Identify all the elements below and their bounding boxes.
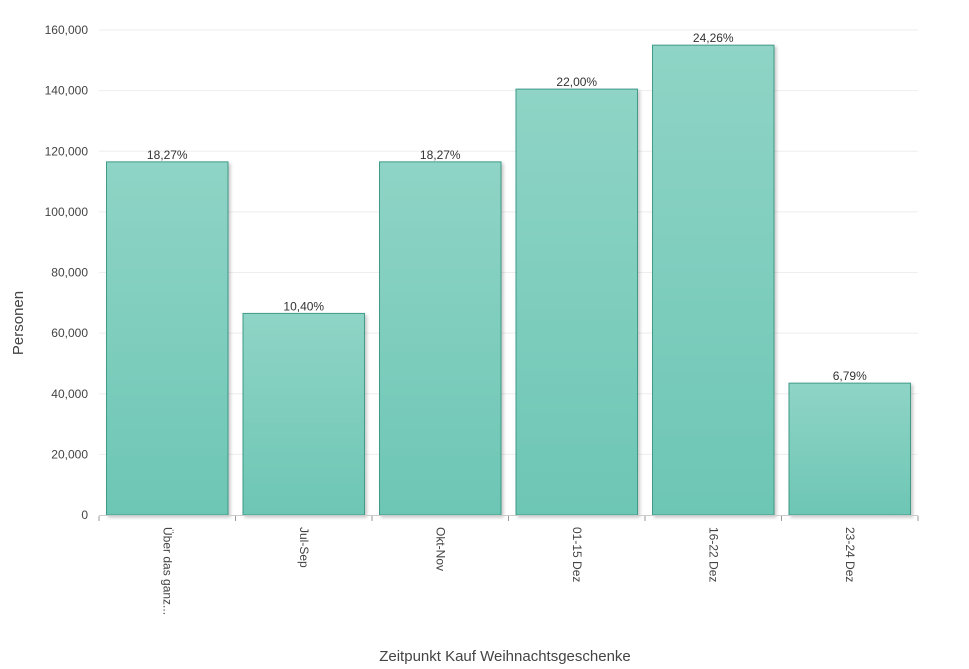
bar[interactable] [379, 161, 502, 516]
data-label: 6,79% [833, 369, 867, 383]
x-tick-label: 16-22 Dez [706, 527, 720, 582]
y-tick-label: 160,000 [45, 23, 89, 37]
x-axis-title: Zeitpunkt Kauf Weihnachtsgeschenke [379, 648, 631, 665]
x-tick-label: Okt-Nov [433, 527, 447, 571]
y-tick-label: 120,000 [45, 144, 89, 158]
data-label: 22,00% [556, 75, 597, 89]
y-tick-label: 100,000 [45, 205, 89, 219]
bar[interactable] [242, 312, 365, 516]
x-tick-label: 01-15 Dez [570, 527, 584, 582]
y-tick-label: 0 [81, 508, 88, 522]
y-tick-label: 60,000 [51, 326, 88, 340]
gridlines [99, 29, 918, 455]
data-labels: 18,27% 10,40% 18,27% 22,00% 24,26% 6,79% [147, 31, 867, 383]
data-label: 24,26% [693, 31, 734, 45]
x-tick-label: Über das ganz... [160, 527, 174, 615]
y-axis-ticks: 0 20,000 40,000 60,000 80,000 100,000 120,000 1… [45, 23, 89, 522]
data-label: 18,27% [420, 148, 461, 162]
x-tick-label: 23-24 Dez [843, 527, 857, 582]
y-tick-label: 40,000 [51, 387, 88, 401]
y-tick-label: 140,000 [45, 84, 89, 98]
bar[interactable] [652, 44, 775, 516]
y-tick-label: 20,000 [51, 447, 88, 461]
y-tick-label: 80,000 [51, 266, 88, 280]
bars [106, 44, 911, 516]
data-label: 18,27% [147, 148, 188, 162]
x-axis: Über das ganz... Jul-Sep Okt-Nov 01-15 Dez 1… [98, 515, 919, 615]
x-tick-label: Jul-Sep [297, 527, 311, 568]
bar[interactable] [106, 161, 229, 516]
y-axis-title: Personen [10, 291, 27, 355]
bar[interactable] [788, 382, 911, 516]
data-label: 10,40% [283, 299, 324, 313]
bar[interactable] [515, 88, 638, 516]
